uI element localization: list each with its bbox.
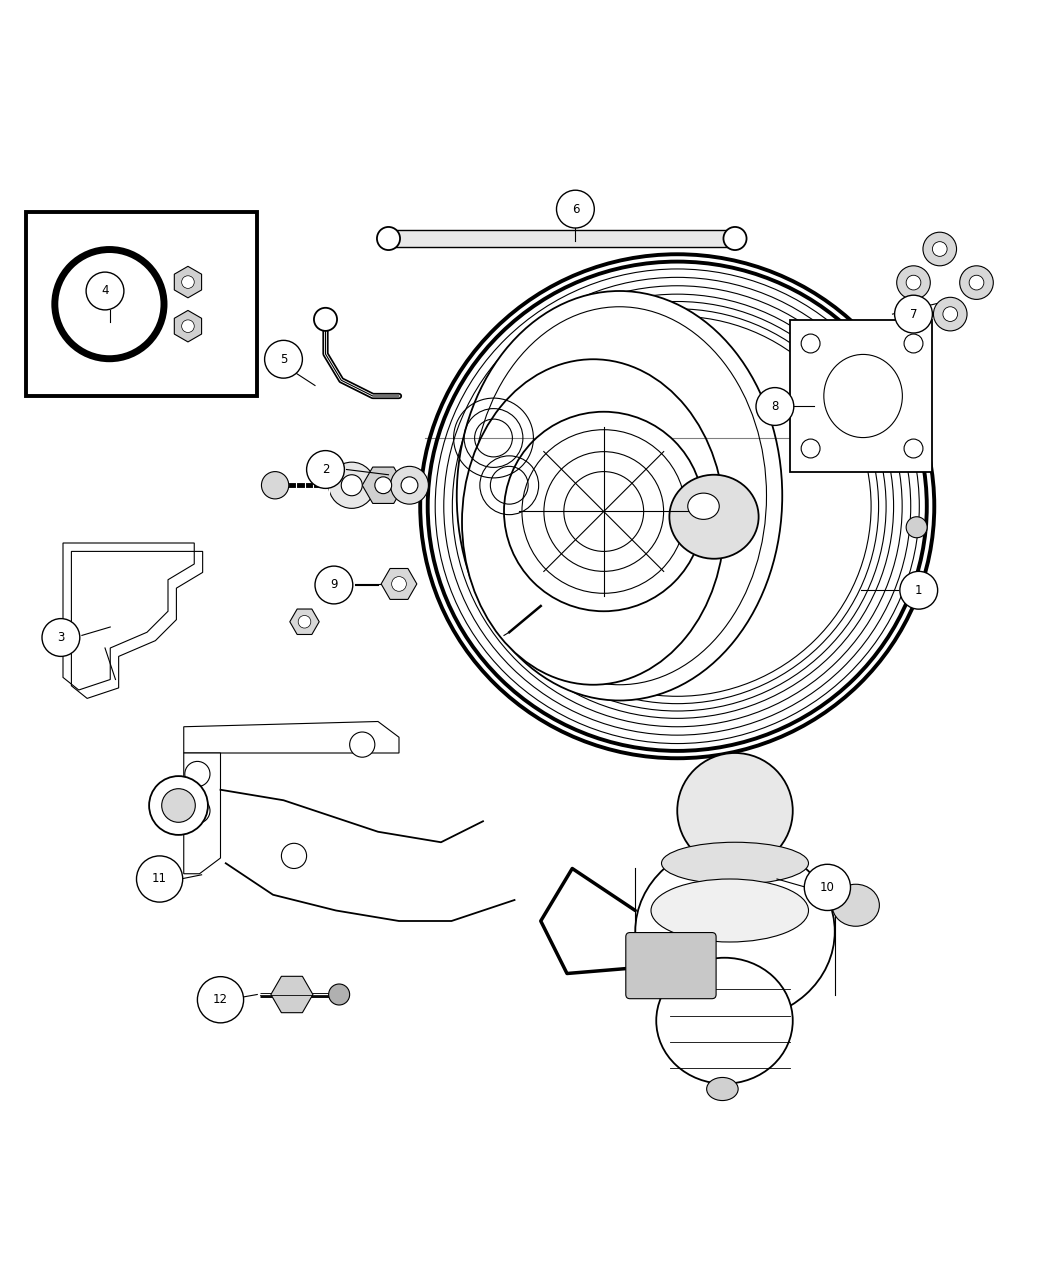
Text: 6: 6 [571,203,580,215]
Circle shape [149,776,208,835]
Circle shape [391,467,428,504]
Text: 10: 10 [820,881,835,894]
Circle shape [265,340,302,379]
Circle shape [298,616,311,629]
Ellipse shape [824,354,902,437]
Circle shape [329,984,350,1005]
Circle shape [801,439,820,458]
Ellipse shape [656,958,793,1084]
Circle shape [904,439,923,458]
Circle shape [182,275,194,288]
Circle shape [756,388,794,426]
Text: 2: 2 [321,463,330,476]
Circle shape [556,190,594,228]
Circle shape [281,843,307,868]
Ellipse shape [457,291,782,700]
Circle shape [904,334,923,353]
Ellipse shape [420,254,934,759]
Circle shape [329,462,375,509]
FancyBboxPatch shape [626,932,716,998]
Circle shape [182,320,194,333]
Circle shape [315,566,353,604]
Ellipse shape [832,885,880,926]
Circle shape [261,472,289,499]
Circle shape [895,296,932,333]
Circle shape [969,275,984,289]
Circle shape [897,265,930,300]
Circle shape [723,227,747,250]
Circle shape [392,576,406,592]
Text: 3: 3 [57,631,65,644]
Circle shape [377,227,400,250]
Circle shape [197,977,244,1023]
Circle shape [900,571,938,609]
Circle shape [960,265,993,300]
Circle shape [162,789,195,822]
Ellipse shape [707,1077,738,1100]
Ellipse shape [635,843,835,1021]
Text: 9: 9 [330,579,338,592]
Polygon shape [184,722,399,754]
Circle shape [350,732,375,757]
Text: 12: 12 [213,993,228,1006]
Circle shape [375,477,392,493]
Ellipse shape [677,754,793,868]
Ellipse shape [662,843,808,885]
Circle shape [136,856,183,903]
Circle shape [923,232,957,265]
Circle shape [314,307,337,332]
Ellipse shape [651,878,808,942]
Circle shape [943,307,958,321]
Circle shape [804,864,851,910]
Circle shape [185,761,210,787]
Bar [26,212,257,397]
Circle shape [42,618,80,657]
Circle shape [55,250,164,358]
Text: 11: 11 [152,872,167,886]
Ellipse shape [670,474,758,558]
Ellipse shape [688,493,719,519]
Text: 1: 1 [915,584,923,597]
Polygon shape [184,754,220,873]
Circle shape [341,474,362,496]
Circle shape [504,412,704,611]
Circle shape [801,334,820,353]
Circle shape [933,297,967,332]
Circle shape [932,242,947,256]
Circle shape [906,275,921,289]
Polygon shape [790,320,932,472]
Circle shape [401,477,418,493]
Text: 8: 8 [771,400,779,413]
Circle shape [185,798,210,824]
Ellipse shape [462,360,724,685]
Circle shape [86,272,124,310]
Circle shape [906,516,927,538]
Circle shape [307,450,344,488]
Text: 4: 4 [101,284,109,297]
Text: 5: 5 [279,353,288,366]
Text: 7: 7 [909,307,918,320]
Polygon shape [63,543,194,690]
